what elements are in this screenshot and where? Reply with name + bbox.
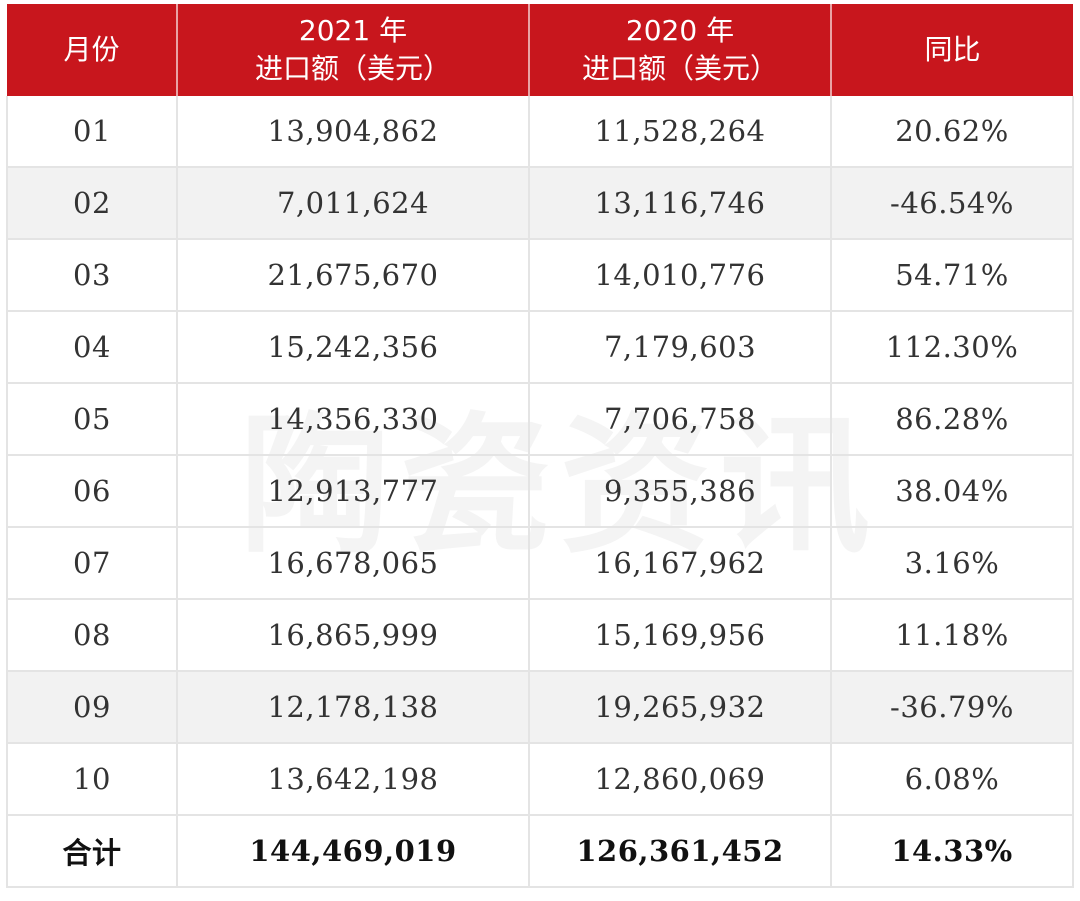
cell-yoy: 6.08% (831, 743, 1074, 816)
cell-2021: 7,011,624 (177, 167, 530, 240)
header-2021-caption: 进口额（美元） (254, 52, 451, 85)
table-row: 08 16,865,999 15,169,956 11.18% (6, 599, 1074, 672)
cell-yoy: 11.18% (831, 599, 1074, 672)
header-2021: 2021 年 进口额（美元） (177, 4, 530, 96)
cell-month: 07 (6, 527, 178, 600)
cell-2021: 12,178,138 (177, 671, 530, 744)
table-row: 02 7,011,624 13,116,746 -46.54% (6, 167, 1074, 240)
table-row: 07 16,678,065 16,167,962 3.16% (6, 527, 1074, 600)
cell-month: 04 (6, 311, 178, 384)
cell-month: 06 (6, 455, 178, 528)
cell-month: 01 (6, 96, 178, 168)
table-total-row: 合计 144,469,019 126,361,452 14.33% (6, 815, 1074, 888)
cell-2020: 19,265,932 (529, 671, 832, 744)
header-yoy-label: 同比 (924, 33, 981, 66)
cell-yoy: 38.04% (831, 455, 1074, 528)
cell-yoy: -36.79% (831, 671, 1074, 744)
import-data-table: 月份 2021 年 进口额（美元） 2020 年 进口额（美元） 同比 01 1… (6, 4, 1074, 888)
table-row: 06 12,913,777 9,355,386 38.04% (6, 455, 1074, 528)
header-2020-caption: 进口额（美元） (581, 52, 778, 85)
total-2021: 144,469,019 (177, 815, 530, 888)
cell-yoy: -46.54% (831, 167, 1074, 240)
cell-2020: 7,706,758 (529, 383, 832, 456)
cell-month: 05 (6, 383, 178, 456)
cell-month: 09 (6, 671, 178, 744)
cell-month: 08 (6, 599, 178, 672)
total-2020: 126,361,452 (529, 815, 832, 888)
table-row: 01 13,904,862 11,528,264 20.62% (6, 96, 1074, 168)
cell-2021: 15,242,356 (177, 311, 530, 384)
cell-yoy: 54.71% (831, 239, 1074, 312)
header-month-label: 月份 (63, 33, 120, 66)
table-row: 04 15,242,356 7,179,603 112.30% (6, 311, 1074, 384)
table-row: 09 12,178,138 19,265,932 -36.79% (6, 671, 1074, 744)
header-2021-year: 2021 年 (298, 14, 408, 47)
cell-2020: 13,116,746 (529, 167, 832, 240)
cell-2020: 15,169,956 (529, 599, 832, 672)
table-row: 03 21,675,670 14,010,776 54.71% (6, 239, 1074, 312)
cell-2021: 14,356,330 (177, 383, 530, 456)
cell-2020: 7,179,603 (529, 311, 832, 384)
cell-yoy: 112.30% (831, 311, 1074, 384)
header-2020-year: 2020 年 (625, 14, 735, 47)
cell-2021: 21,675,670 (177, 239, 530, 312)
table-row: 05 14,356,330 7,706,758 86.28% (6, 383, 1074, 456)
cell-month: 02 (6, 167, 178, 240)
cell-2021: 16,678,065 (177, 527, 530, 600)
header-yoy: 同比 (831, 4, 1073, 96)
cell-2020: 16,167,962 (529, 527, 832, 600)
cell-yoy: 20.62% (831, 96, 1074, 168)
cell-2020: 9,355,386 (529, 455, 832, 528)
cell-2021: 13,904,862 (177, 96, 530, 168)
cell-2021: 13,642,198 (177, 743, 530, 816)
cell-2020: 11,528,264 (529, 96, 832, 168)
cell-yoy: 86.28% (831, 383, 1074, 456)
cell-2020: 12,860,069 (529, 743, 832, 816)
total-yoy: 14.33% (831, 815, 1074, 888)
table-header-row: 月份 2021 年 进口额（美元） 2020 年 进口额（美元） 同比 (7, 4, 1073, 96)
header-2020: 2020 年 进口额（美元） (529, 4, 832, 96)
cell-2021: 16,865,999 (177, 599, 530, 672)
cell-2021: 12,913,777 (177, 455, 530, 528)
total-label: 合计 (6, 815, 178, 888)
header-month: 月份 (7, 4, 178, 96)
cell-yoy: 3.16% (831, 527, 1074, 600)
cell-month: 10 (6, 743, 178, 816)
cell-2020: 14,010,776 (529, 239, 832, 312)
cell-month: 03 (6, 239, 178, 312)
table-row: 10 13,642,198 12,860,069 6.08% (6, 743, 1074, 816)
